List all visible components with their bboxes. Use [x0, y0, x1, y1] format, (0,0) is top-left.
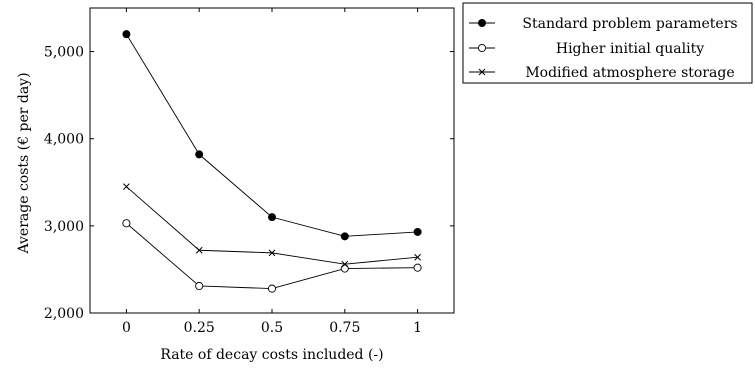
x-tick-label: 0 — [122, 320, 131, 336]
cross-stroke — [414, 253, 421, 261]
legend: Standard problem parameters Higher initia… — [462, 2, 753, 84]
series-point-3 — [123, 183, 130, 190]
y-tick-label: 4,000 — [44, 132, 84, 148]
plot-area: 0 0.25 0.5 0.75 1 2,000 3,000 4,000 5,000 — [44, 7, 455, 336]
legend-marker — [477, 43, 487, 53]
y-axis-label: Average costs (€ per day) — [16, 72, 32, 254]
cross-stroke — [123, 183, 130, 190]
x-tick-label: 0.75 — [329, 320, 360, 336]
series-point-2 — [122, 219, 131, 228]
y-tick-label: 5,000 — [44, 45, 84, 61]
series-line-2 — [126, 222, 418, 290]
y-tick-label: 3,000 — [44, 219, 84, 235]
x-axis-label: Rate of decay costs included (-) — [160, 347, 383, 363]
legend-box — [462, 2, 753, 84]
legend-label: Higher initial quality — [556, 41, 704, 57]
plot-frame — [89, 7, 455, 314]
legend-label: Modified atmosphere storage — [525, 65, 734, 81]
series-point-2 — [195, 281, 204, 291]
series-point-2 — [267, 284, 277, 293]
series-point-1 — [340, 232, 349, 241]
cross-stroke — [268, 249, 276, 257]
series-point-3 — [414, 253, 421, 261]
series-point-2 — [340, 264, 349, 273]
legend-marker — [478, 68, 486, 76]
legend-label: Standard problem parameters — [522, 16, 737, 32]
series-point-3 — [195, 246, 203, 254]
x-tick-label: 0.25 — [184, 320, 215, 336]
legend-marker — [477, 18, 486, 27]
series-point-3 — [341, 260, 349, 268]
x-tick-label: 0.5 — [261, 320, 283, 336]
cross-stroke — [341, 260, 349, 268]
cross-stroke — [195, 246, 203, 254]
cross-stroke — [478, 68, 486, 76]
series-point-1 — [122, 30, 131, 39]
series-point-3 — [268, 249, 276, 257]
series-point-1 — [267, 213, 276, 222]
series-line-1 — [126, 33, 418, 237]
series-point-1 — [195, 150, 204, 159]
series-point-1 — [413, 227, 422, 236]
series-point-2 — [413, 263, 422, 272]
x-tick-label: 1 — [413, 320, 422, 336]
y-tick-label: 2,000 — [44, 306, 84, 322]
